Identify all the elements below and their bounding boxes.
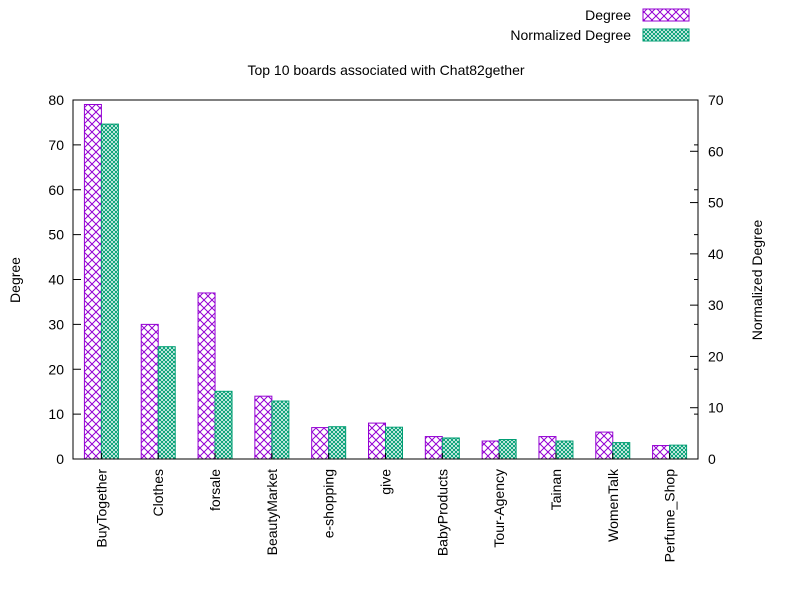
right-tick-label-0: 0 [708, 451, 716, 467]
left-tick-label-0: 0 [56, 451, 64, 467]
x-tick-label-womentalk: WomenTalk [605, 468, 621, 542]
legend: Degree Normalized Degree [510, 7, 690, 43]
right-tick-label-40: 40 [708, 246, 724, 262]
bar-degree-forsale [197, 292, 216, 460]
x-tick-label-clothes: Clothes [150, 469, 166, 516]
right-axis: 0 10 20 30 40 50 60 70 [690, 92, 724, 467]
right-tick-label-50: 50 [708, 195, 724, 211]
left-tick-label-40: 40 [48, 272, 64, 288]
bar-normalized-degree-tainan [555, 440, 574, 460]
y2-axis-label: Normalized Degree [749, 219, 765, 340]
bar-normalized-degree-babyproducts [441, 437, 460, 460]
bar-degree-babyproducts [424, 436, 443, 460]
x-tick-label-perfume-shop: Perfume_Shop [662, 469, 678, 563]
left-tick-label-50: 50 [48, 227, 64, 243]
bar-degree-perfume-shop [652, 445, 671, 460]
left-tick-label-70: 70 [48, 137, 64, 153]
legend-label-degree: Degree [585, 7, 631, 23]
chart-title: Top 10 boards associated with Chat82geth… [247, 62, 524, 78]
left-tick-label-20: 20 [48, 361, 64, 377]
bar-normalized-degree-give [385, 426, 403, 460]
bar-degree-buytogether [83, 103, 102, 460]
bar-normalized-degree-forsale [214, 390, 233, 460]
x-axis: BuyTogether Clothes forsale BeautyMarket e-s… [93, 453, 678, 563]
left-axis: 0 10 20 30 40 50 60 70 80 [48, 92, 698, 467]
legend-label-normalized-degree: Normalized Degree [510, 27, 631, 43]
bar-normalized-degree-e-shopping [328, 426, 347, 460]
bar-degree-beautymarket [254, 395, 273, 460]
legend-swatch-degree [642, 8, 690, 22]
bar-degree-tour-agency [481, 440, 500, 460]
left-tick-label-30: 30 [48, 316, 64, 332]
x-tick-label-tainan: Tainan [548, 469, 564, 510]
bar-degree-clothes [140, 323, 159, 460]
bar-degree-e-shopping [311, 427, 330, 460]
right-tick-label-20: 20 [708, 348, 724, 364]
bar-degree-womentalk [595, 431, 614, 460]
right-tick-label-30: 30 [708, 297, 724, 313]
x-tick-label-forsale: forsale [207, 469, 223, 511]
right-tick-label-60: 60 [708, 143, 724, 159]
left-tick-label-80: 80 [48, 92, 64, 108]
x-tick-label-babyproducts: BabyProducts [434, 469, 450, 556]
bar-degree-give [368, 422, 386, 460]
legend-swatch-normalized-degree [642, 28, 690, 42]
y-axis-label: Degree [7, 257, 23, 303]
right-tick-label-10: 10 [708, 400, 724, 416]
x-tick-label-buytogether: BuyTogether [93, 469, 109, 548]
bar-normalized-degree-clothes [157, 346, 176, 460]
x-tick-label-e-shopping: e-shopping [321, 469, 337, 538]
x-tick-label-beautymarket: BeautyMarket [264, 469, 280, 555]
x-tick-label-tour-agency: Tour-Agency [491, 469, 507, 548]
x-tick-label-give: give [378, 469, 394, 495]
bar-normalized-degree-tour-agency [498, 439, 517, 460]
bar-normalized-degree-perfume-shop [669, 444, 688, 460]
bar-normalized-degree-buytogether [100, 123, 119, 460]
bar-degree-tainan [538, 436, 557, 460]
bar-normalized-degree-womentalk [612, 442, 631, 460]
bars-group [83, 103, 688, 460]
bar-normalized-degree-beautymarket [271, 400, 290, 460]
left-tick-label-10: 10 [48, 406, 64, 422]
right-tick-label-70: 70 [708, 92, 724, 108]
left-tick-label-60: 60 [48, 182, 64, 198]
